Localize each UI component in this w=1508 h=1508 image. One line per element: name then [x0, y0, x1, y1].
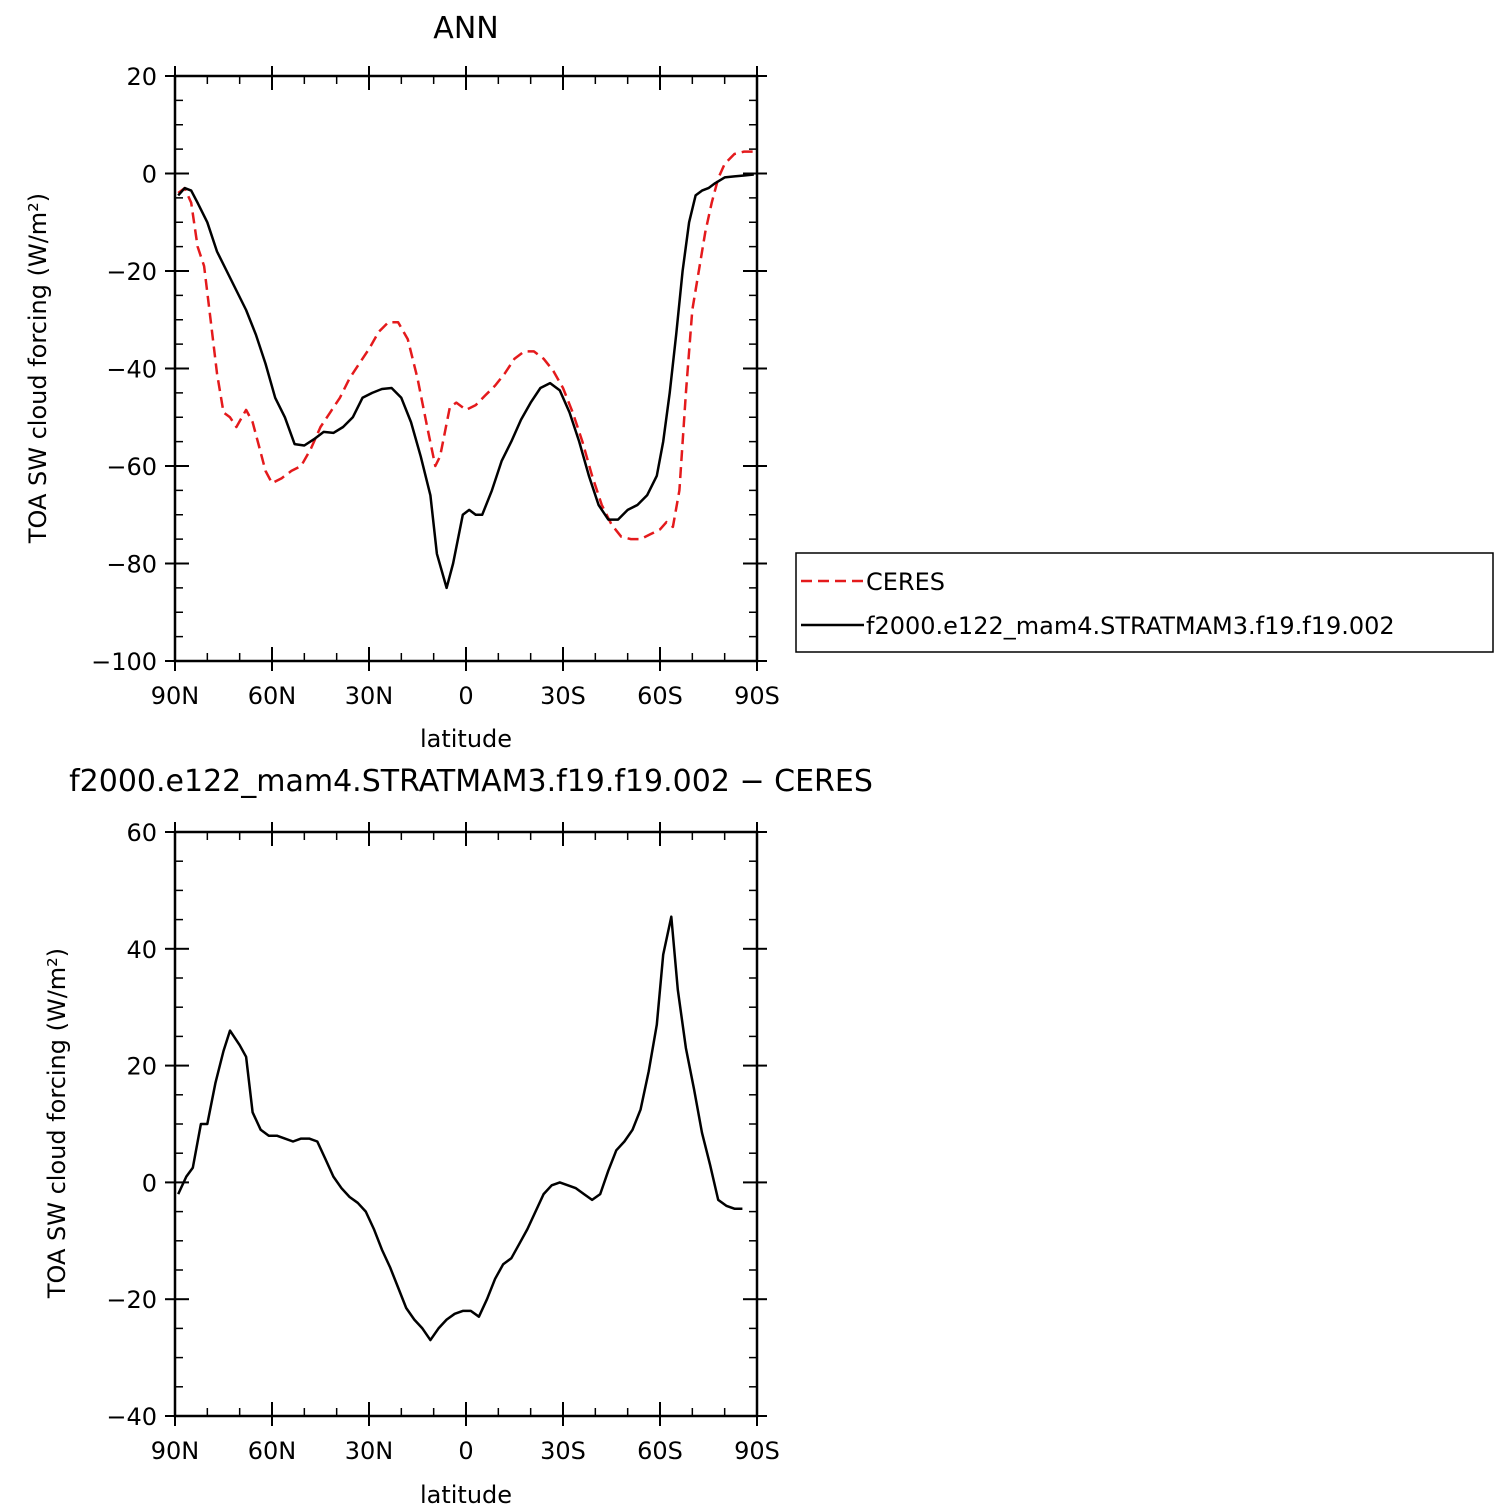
top-y-axis-title: TOA SW cloud forcing (W/m²): [24, 193, 52, 544]
bottom-plot-frame: [173, 830, 759, 1418]
bottom-x-tick-label: 0: [458, 1437, 473, 1465]
bottom-series-line-difference: [177, 915, 743, 1342]
top-y-tick-label: −40: [106, 356, 157, 384]
top-x-axis-title: latitude: [420, 725, 512, 753]
top-y-tick-label: 0: [142, 161, 157, 189]
top-x-tick-label: 60S: [637, 682, 683, 710]
top-panel: ANN 90N 60N 30N 0 30S 60S 90S 20 0 −20 −40 −60 −80 −1…: [24, 11, 1494, 753]
top-series-line-ceres: [177, 150, 754, 541]
bottom-x-tick-label: 60N: [248, 1437, 297, 1465]
top-x-tick-label: 90N: [151, 682, 200, 710]
bottom-x-tick-label: 30N: [345, 1437, 394, 1465]
top-x-tick-label: 30S: [540, 682, 586, 710]
legend: CERES f2000.e122_mam4.STRATMAM3.f19.f19.…: [795, 552, 1494, 653]
legend-ceres-label: CERES: [866, 568, 945, 596]
bottom-series-lines: [177, 915, 743, 1342]
bottom-x-tick-label: 90S: [734, 1437, 780, 1465]
bottom-x-tick-label: 90N: [151, 1437, 200, 1465]
bottom-y-tick-label: −40: [106, 1403, 157, 1431]
bottom-y-tick-label: 20: [126, 1053, 157, 1081]
top-y-tick-label: −100: [91, 648, 157, 676]
bottom-x-axis-title: latitude: [420, 1481, 512, 1508]
top-series-line-model: [177, 173, 754, 590]
top-y-tick-label: −20: [106, 258, 157, 286]
top-x-tick-label: 30N: [345, 682, 394, 710]
bottom-y-tick-label: 40: [126, 936, 157, 964]
bottom-x-tick-label: 30S: [540, 1437, 586, 1465]
bottom-x-tick-label: 60S: [637, 1437, 683, 1465]
top-plot-frame: [173, 74, 759, 663]
bottom-chart-title: f2000.e122_mam4.STRATMAM3.f19.f19.002 − …: [69, 764, 873, 799]
bottom-y-axis-title: TOA SW cloud forcing (W/m²): [43, 948, 71, 1299]
top-ticks: 90N 60N 30N 0 30S 60S 90S 20 0 −20 −40 −60 −80 −100: [91, 63, 780, 710]
top-x-tick-label: 0: [458, 682, 473, 710]
top-y-tick-label: −60: [106, 453, 157, 481]
bottom-panel: f2000.e122_mam4.STRATMAM3.f19.f19.002 − …: [43, 764, 873, 1508]
top-y-tick-label: −80: [106, 551, 157, 579]
bottom-y-tick-label: −20: [106, 1286, 157, 1314]
legend-model-label: f2000.e122_mam4.STRATMAM3.f19.f19.002: [866, 612, 1395, 640]
top-x-tick-label: 90S: [734, 682, 780, 710]
bottom-ticks: 90N 60N 30N 0 30S 60S 90S 60 40 20 0 −20 −40: [106, 819, 780, 1465]
bottom-y-tick-label: 60: [126, 819, 157, 847]
legend-box: [795, 552, 1494, 653]
top-y-tick-label: 20: [126, 63, 157, 91]
top-chart-title: ANN: [433, 11, 498, 46]
top-x-tick-label: 60N: [248, 682, 297, 710]
top-series-lines: [177, 150, 754, 590]
bottom-y-tick-label: 0: [142, 1169, 157, 1197]
